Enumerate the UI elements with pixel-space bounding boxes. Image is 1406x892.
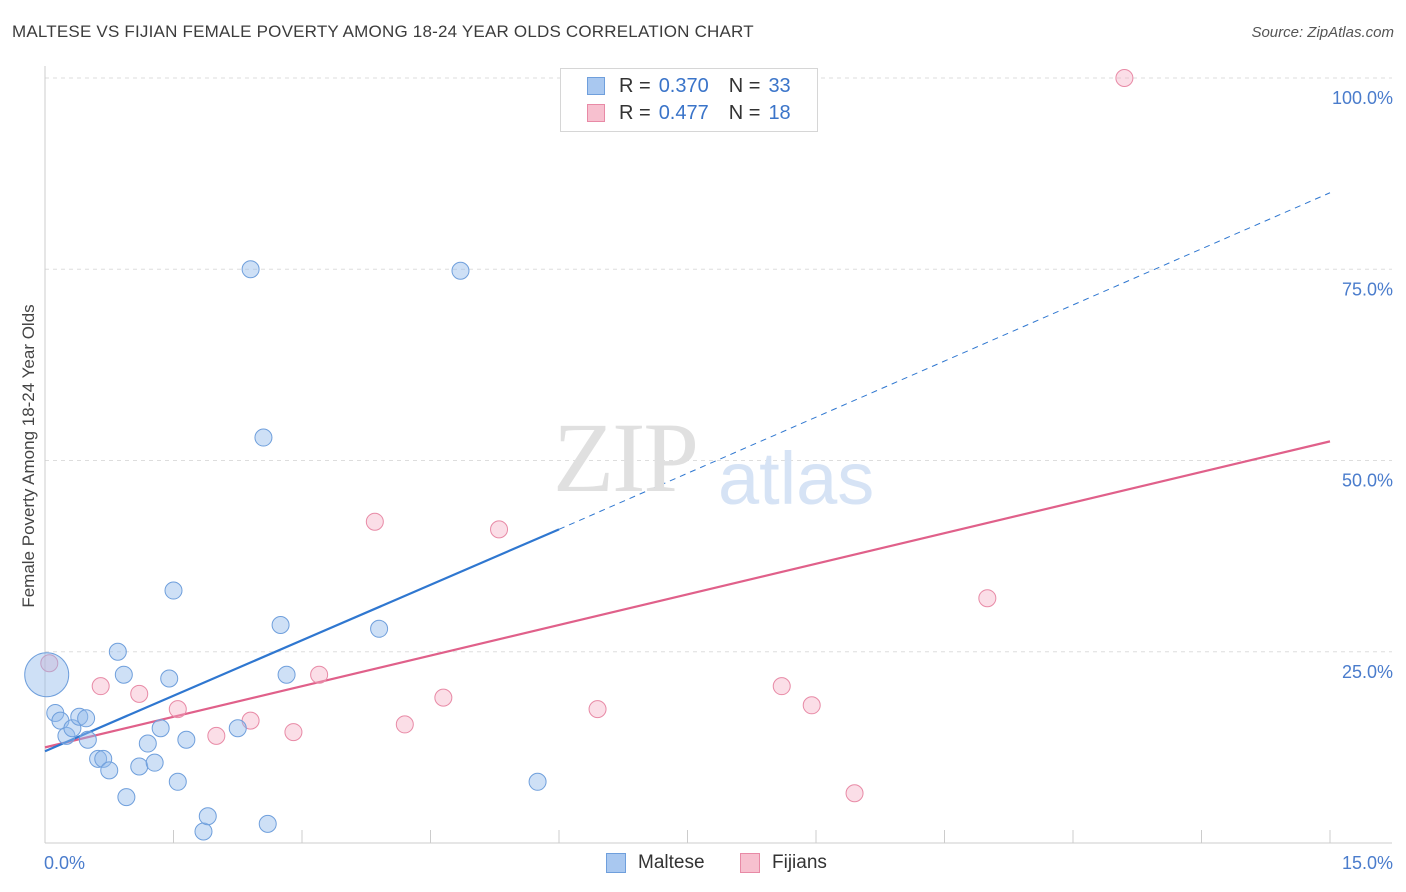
maltese-point — [100, 761, 119, 780]
r-label: R = — [619, 101, 651, 124]
r-value: 0.477 — [658, 101, 709, 124]
fijian-point — [365, 512, 384, 531]
legend-row-fijians: R = 0.477 N = 18 — [587, 100, 791, 126]
fijian-legend-swatch — [740, 853, 760, 873]
maltese-point — [228, 719, 247, 738]
maltese-point — [63, 719, 82, 738]
source-label: Source: ZipAtlas.com — [1251, 24, 1394, 41]
legend-row-maltese: R = 0.370 N = 33 — [587, 73, 791, 99]
fijian-point — [40, 654, 59, 673]
maltese-point — [89, 749, 108, 768]
correlation-legend: R = 0.370 N = 33 R = 0.477 N = 18 — [560, 68, 818, 132]
n-label: N = — [728, 101, 761, 124]
maltese-point — [114, 665, 133, 684]
y-tick-label: 100.0% — [1332, 88, 1393, 108]
maltese-point — [370, 619, 389, 638]
maltese-point — [24, 652, 70, 698]
maltese-point — [177, 730, 196, 749]
grid-lines — [45, 77, 1392, 653]
maltese-point — [164, 581, 183, 600]
y-axis-label: Female Poverty Among 18-24 Year Olds — [19, 304, 38, 607]
tick-labels: 25.0% 50.0% 75.0% 100.0% 0.0% 15.0% — [44, 88, 1393, 873]
fijian-legend-label: Fijians — [772, 852, 827, 873]
r-label: R = — [619, 74, 651, 97]
fijian-point — [845, 784, 864, 803]
maltese-point — [198, 807, 217, 826]
fijian-trend-line — [44, 440, 1331, 749]
fijian-swatch — [587, 104, 605, 122]
fijian-point — [284, 723, 303, 742]
axes — [44, 66, 1392, 844]
n-label: N = — [728, 74, 761, 97]
fijian-point — [310, 665, 329, 684]
maltese-point — [271, 615, 290, 634]
y-tick-label: 50.0% — [1342, 471, 1393, 491]
maltese-point — [451, 261, 470, 280]
fijian-point — [207, 726, 226, 745]
watermark-zip: ZIP — [553, 402, 699, 513]
maltese-legend-label: Maltese — [638, 852, 705, 873]
maltese-legend-swatch — [606, 853, 626, 873]
maltese-trend-extension — [558, 192, 1331, 530]
maltese-point — [151, 719, 170, 738]
n-value: 18 — [768, 101, 791, 124]
maltese-point — [130, 757, 149, 776]
fijian-point — [772, 677, 791, 696]
fijian-point — [802, 696, 821, 715]
maltese-point — [277, 665, 296, 684]
fijian-point — [1115, 69, 1134, 87]
maltese-point — [145, 753, 164, 772]
chart-title: MALTESE VS FIJIAN FEMALE POVERTY AMONG 1… — [12, 22, 754, 41]
maltese-point — [258, 814, 277, 833]
maltese-point — [160, 669, 179, 688]
n-value: 33 — [768, 74, 791, 97]
maltese-point — [108, 642, 127, 661]
fijian-point — [168, 700, 187, 719]
fijian-point — [978, 589, 997, 608]
maltese-point — [117, 788, 136, 807]
x-tick-label: 0.0% — [44, 853, 85, 873]
fijian-point — [91, 677, 110, 696]
maltese-point — [70, 707, 89, 726]
maltese-point — [77, 709, 96, 728]
watermark-atlas: atlas — [718, 437, 875, 520]
x-tick-label: 15.0% — [1342, 853, 1393, 873]
maltese-point — [94, 749, 113, 768]
maltese-point — [254, 428, 273, 447]
maltese-point — [138, 734, 157, 753]
data-points — [24, 69, 1134, 841]
maltese-point — [168, 772, 187, 791]
y-tick-label: 25.0% — [1342, 662, 1393, 682]
legend-item-maltese: Maltese — [606, 852, 705, 874]
legend-item-fijians: Fijians — [740, 852, 827, 874]
maltese-point — [78, 730, 97, 749]
fijian-point — [490, 520, 509, 539]
maltese-point — [241, 260, 260, 279]
maltese-swatch — [587, 77, 605, 95]
fijian-point — [434, 688, 453, 707]
maltese-point — [194, 822, 213, 841]
trend-lines — [44, 192, 1331, 753]
fijian-point — [588, 700, 607, 719]
fijian-point — [395, 715, 414, 734]
maltese-trend-line — [44, 528, 560, 753]
y-tick-label: 75.0% — [1342, 279, 1393, 299]
maltese-point — [528, 772, 547, 791]
fijian-point — [130, 684, 149, 703]
r-value: 0.370 — [658, 74, 709, 97]
